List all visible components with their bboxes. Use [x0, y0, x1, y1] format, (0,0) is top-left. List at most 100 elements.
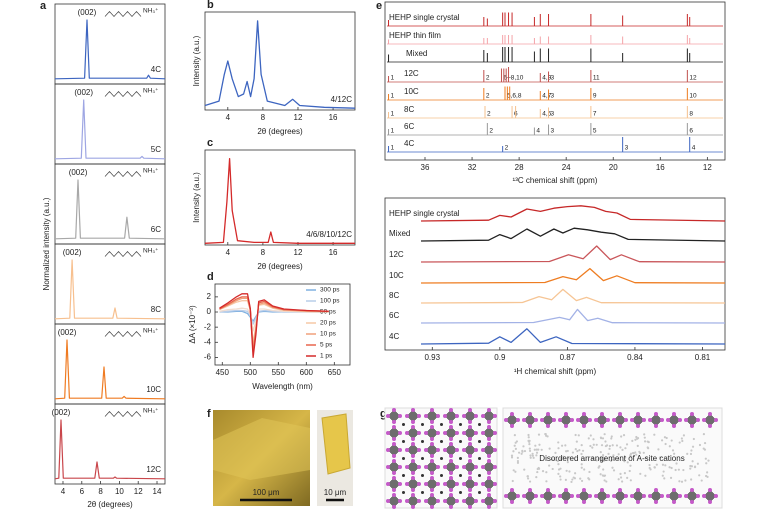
disordered-cation [681, 439, 684, 443]
peak-label: 6 [689, 128, 693, 135]
halide [487, 425, 491, 429]
disordered-cation [629, 464, 632, 467]
halide [481, 448, 485, 452]
disordered-cation [631, 451, 635, 455]
x-tick-label: 6 [80, 487, 85, 496]
halide [654, 500, 658, 504]
disordered-cation [615, 444, 619, 447]
halide [398, 499, 402, 503]
halide [481, 499, 485, 503]
disordered-cation [677, 468, 680, 471]
halide [386, 431, 390, 435]
disordered-cation [703, 441, 707, 445]
halide [455, 499, 459, 503]
halide [468, 420, 472, 424]
halide [666, 494, 670, 498]
x-axis-label: 2θ (degrees) [257, 127, 303, 136]
peak-label: 1 [391, 145, 395, 152]
peak-label: 3 [551, 111, 555, 118]
halide [522, 418, 526, 422]
halide [392, 437, 396, 441]
cation-label: NH₃⁺ [143, 168, 159, 175]
halide [430, 425, 434, 429]
disordered-cation [619, 446, 622, 449]
disordered-cation [608, 447, 611, 450]
disordered-cation [691, 460, 694, 463]
disordered-cation [591, 446, 594, 449]
disordered-cation [621, 448, 624, 451]
peak-label: (002) [63, 248, 82, 257]
disordered-cation [556, 460, 559, 463]
disordered-cation [574, 433, 577, 437]
halide [392, 442, 396, 446]
nmr-line [420, 245, 726, 263]
annotation: Disordered arrangement of A-site cations [539, 454, 684, 463]
disordered-cation [510, 456, 514, 459]
disordered-cation [700, 479, 703, 482]
halide [516, 418, 520, 422]
disordered-cation [706, 475, 709, 478]
cation [421, 491, 424, 494]
halide [570, 494, 574, 498]
disordered-cation [626, 476, 629, 479]
disordered-cation [601, 453, 605, 457]
halide [449, 505, 453, 509]
series-label: 4C [151, 65, 161, 74]
disordered-cation [512, 469, 515, 472]
disordered-cation [592, 438, 595, 441]
disordered-cation [661, 474, 664, 477]
panel-letter: a [40, 0, 47, 12]
disordered-cation [597, 466, 600, 469]
halide [487, 476, 491, 480]
x-tick-label: 0.93 [424, 353, 440, 362]
scale-label: 10 μm [324, 488, 347, 497]
disordered-cation [571, 451, 575, 454]
xrd-line [54, 179, 166, 240]
halide [455, 448, 459, 452]
disordered-cation [535, 448, 538, 451]
disordered-cation [601, 437, 605, 440]
plot-frame [384, 197, 726, 351]
halide [405, 431, 409, 435]
peak-label: 4,9 [542, 75, 551, 82]
cation [421, 440, 424, 443]
halide [708, 488, 712, 492]
cation [459, 474, 462, 477]
disordered-cation [522, 445, 525, 448]
disordered-cation [557, 447, 560, 450]
disordered-cation [680, 437, 683, 440]
halide [392, 420, 396, 424]
halide [684, 418, 688, 422]
halide [424, 465, 428, 469]
disordered-cation [512, 450, 515, 453]
disordered-cation [612, 454, 615, 457]
disordered-cation [587, 477, 590, 480]
disordered-cation [538, 443, 541, 446]
disordered-cation [603, 479, 606, 482]
halide [618, 500, 622, 504]
peak-label: 3 [551, 93, 555, 100]
disordered-cation [528, 443, 531, 446]
peak-label: 3 [551, 128, 555, 135]
disordered-cation [624, 447, 627, 450]
series-label: Mixed [389, 229, 410, 238]
data-line [219, 293, 329, 359]
disordered-cation [548, 447, 551, 450]
series-label: Mixed [406, 49, 427, 58]
disordered-cation [557, 441, 560, 444]
halide [714, 494, 718, 498]
disordered-cation [698, 474, 701, 477]
peak-label: (002) [78, 8, 97, 17]
halide [540, 418, 544, 422]
peak-label: 1 [391, 93, 395, 100]
disordered-cation [698, 443, 702, 447]
halide [696, 418, 700, 422]
peak-label: 5 [593, 128, 597, 135]
halide [522, 494, 526, 498]
halide [411, 425, 415, 429]
halide [398, 414, 402, 418]
peak-label: 10 [689, 93, 697, 100]
halide [386, 448, 390, 452]
halide [540, 494, 544, 498]
series-label: 10C [404, 87, 419, 96]
